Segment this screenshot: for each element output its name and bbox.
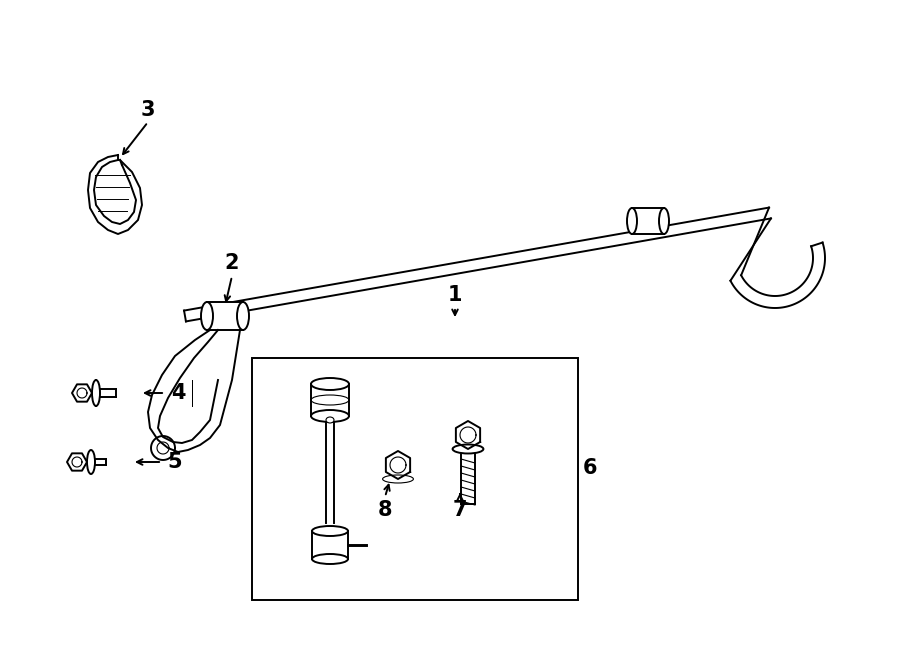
- Ellipse shape: [312, 554, 348, 564]
- Ellipse shape: [87, 450, 95, 474]
- Text: 5: 5: [167, 452, 183, 472]
- Text: 4: 4: [171, 383, 185, 403]
- Text: 2: 2: [225, 253, 239, 273]
- Text: 1: 1: [448, 285, 463, 305]
- Ellipse shape: [659, 208, 669, 234]
- Ellipse shape: [326, 417, 334, 423]
- Text: 3: 3: [140, 100, 155, 120]
- Bar: [207, 302, 243, 330]
- Bar: [252, 358, 578, 600]
- Ellipse shape: [312, 526, 348, 536]
- Ellipse shape: [382, 475, 413, 483]
- Ellipse shape: [237, 302, 249, 330]
- Ellipse shape: [627, 208, 637, 234]
- Ellipse shape: [311, 378, 349, 390]
- Text: 6: 6: [583, 458, 598, 478]
- Ellipse shape: [311, 410, 349, 422]
- Ellipse shape: [201, 302, 213, 330]
- Text: 8: 8: [378, 500, 392, 520]
- Bar: [632, 208, 664, 234]
- Ellipse shape: [92, 380, 100, 406]
- Text: 7: 7: [453, 500, 467, 520]
- Ellipse shape: [453, 444, 483, 453]
